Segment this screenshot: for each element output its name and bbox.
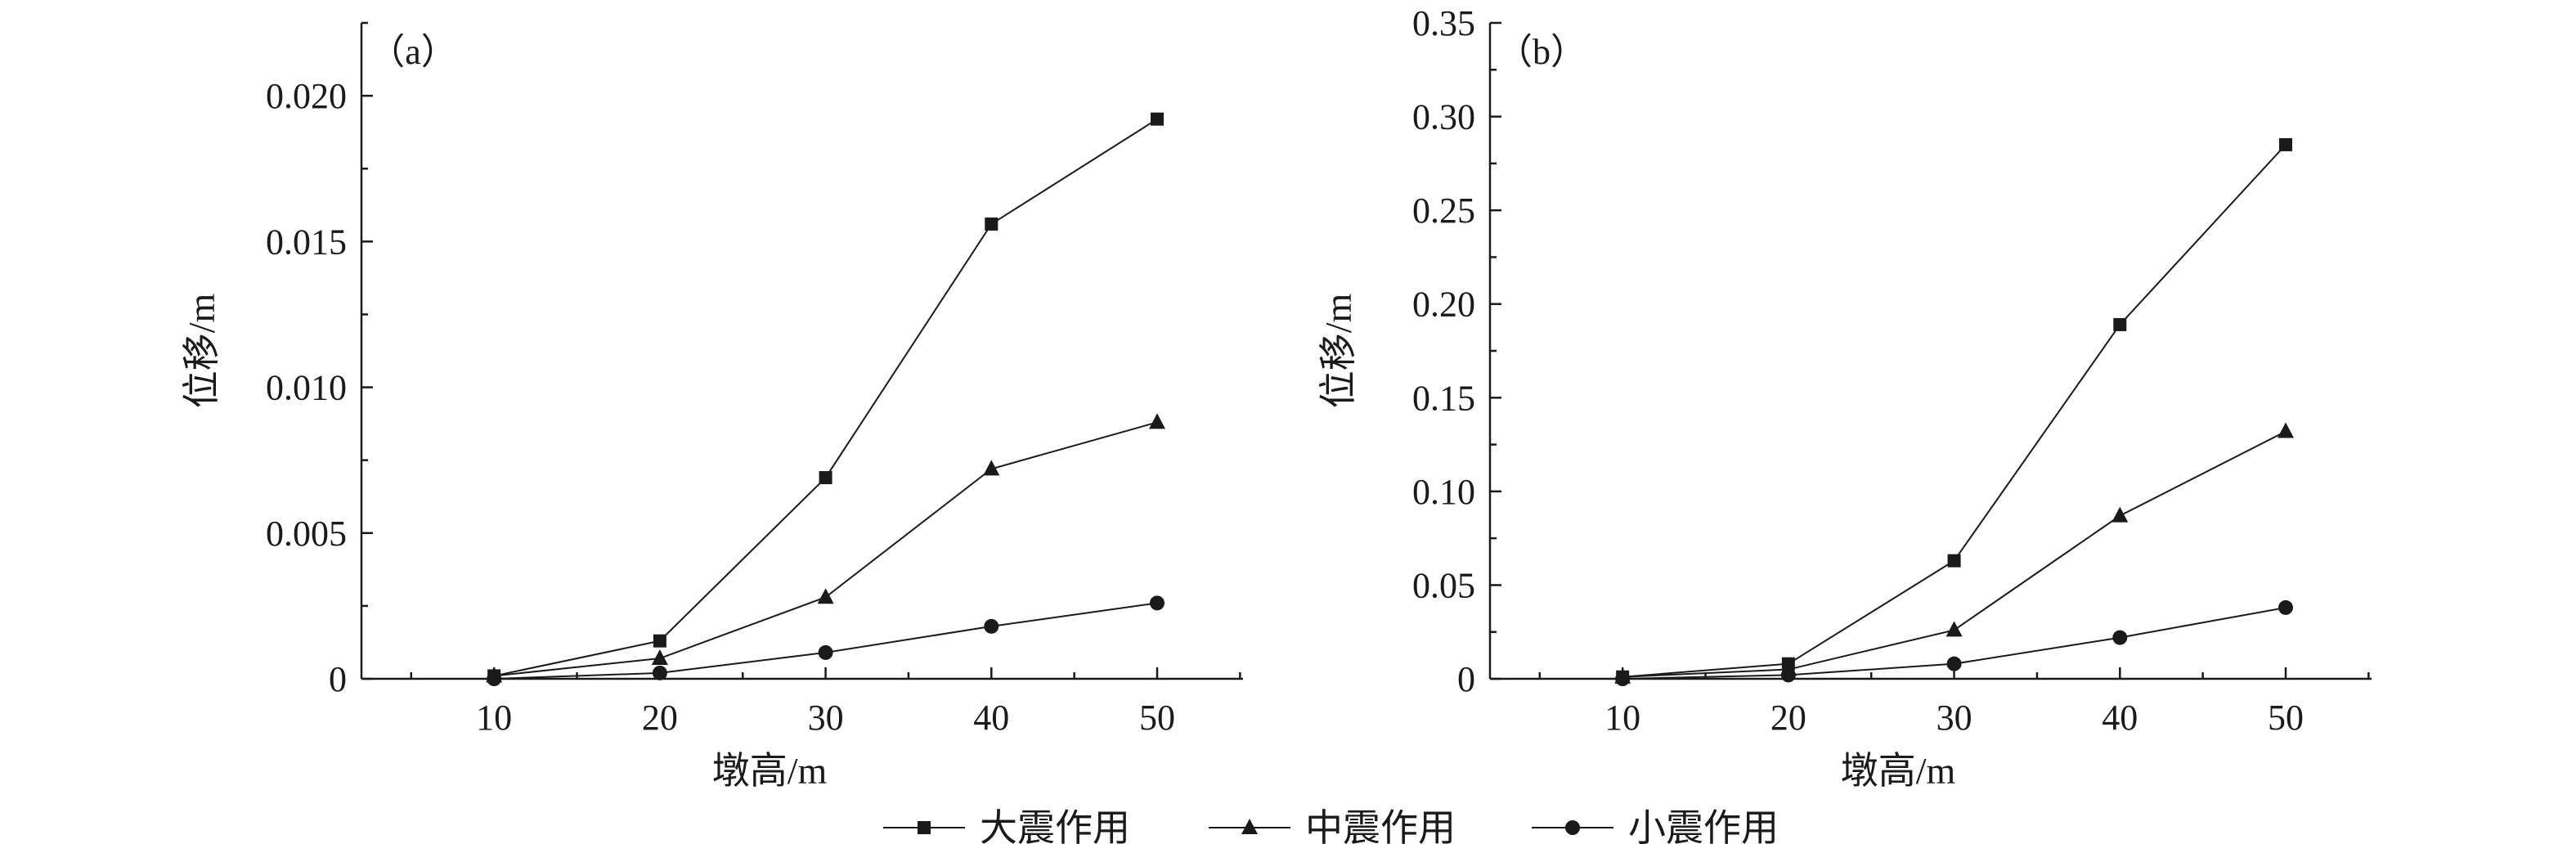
x-tick-label: 50 (1139, 698, 1175, 738)
panel-a: 0 0.005 0.010 0.015 0.020 10 20 30 40 50 墩高/m 位移/m （… (181, 21, 1243, 792)
data-point-square (2113, 317, 2127, 331)
y-tick-label: 0.020 (266, 76, 347, 116)
data-point-circle (818, 644, 833, 660)
data-point-triangle (1945, 621, 1963, 637)
data-point-square (985, 217, 999, 231)
legend-marker-square (918, 821, 931, 834)
data-point-triangle (983, 460, 1000, 476)
legend-marker-triangle (1241, 819, 1258, 834)
y-axis-title: 位移/m (1317, 294, 1359, 409)
y-tick-label: 0.15 (1412, 378, 1475, 418)
data-point-circle (984, 618, 999, 634)
data-point-square (1947, 554, 1961, 568)
series-line-triangle (1622, 430, 2287, 678)
data-point-circle (2278, 599, 2293, 615)
y-tick-label: 0 (1457, 659, 1475, 699)
x-axis-title: 墩高/m (1841, 750, 1956, 792)
data-point-triangle (651, 649, 668, 666)
panel-label: （b） (1497, 32, 1586, 72)
legend-marker-circle (1565, 820, 1580, 835)
data-point-circle (652, 665, 667, 680)
data-point-square (2279, 137, 2292, 151)
data-point-circle (2112, 630, 2128, 645)
y-tick-label: 0.010 (266, 368, 347, 408)
legend-label: 大震作用 (980, 807, 1130, 849)
data-point-triangle (1149, 413, 1165, 429)
data-point-triangle (2112, 506, 2129, 523)
y-tick-label: 0.25 (1412, 191, 1475, 231)
data-point-triangle (817, 588, 834, 604)
x-tick-label: 40 (2102, 698, 2138, 738)
data-point-circle (487, 671, 502, 686)
data-point-circle (1615, 671, 1631, 686)
x-tick-label: 10 (476, 698, 512, 738)
x-tick-label: 30 (1936, 698, 1972, 738)
x-tick-label: 50 (2268, 698, 2304, 738)
x-tick-label: 40 (973, 698, 1009, 738)
data-point-square (653, 634, 666, 648)
series-line-square (1622, 144, 2287, 678)
panel-label: （a） (369, 32, 457, 72)
data-point-circle (1150, 595, 1165, 611)
x-tick-label: 20 (1770, 698, 1806, 738)
x-tick-label: 30 (808, 698, 844, 738)
data-point-circle (1946, 656, 1962, 671)
legend-label: 中震作用 (1305, 807, 1456, 849)
data-point-circle (1780, 667, 1796, 683)
data-point-triangle (2278, 422, 2294, 438)
data-point-square (819, 471, 832, 485)
y-tick-label: 0.30 (1412, 97, 1475, 137)
x-axis-title: 墩高/m (712, 750, 828, 792)
series-line-triangle (494, 421, 1158, 677)
y-tick-label: 0.005 (266, 514, 347, 554)
legend-label: 小震作用 (1628, 807, 1779, 849)
x-tick-label: 20 (642, 698, 678, 738)
x-tick-label: 10 (1604, 698, 1640, 738)
y-axis-title: 位移/m (181, 294, 222, 409)
y-tick-label: 0.10 (1412, 472, 1475, 512)
y-tick-label: 0.35 (1412, 3, 1475, 43)
y-tick-label: 0.015 (266, 222, 347, 262)
y-tick-label: 0 (329, 659, 347, 699)
panel-b: 0 0.05 0.10 0.15 0.20 0.25 0.30 0.35 10 20 30 40 50 墩… (1317, 3, 2372, 792)
data-point-square (1151, 112, 1164, 126)
y-tick-label: 0.05 (1412, 565, 1475, 605)
y-tick-label: 0.20 (1412, 285, 1475, 325)
legend: 大震作用 中震作用 小震作用 (883, 807, 1779, 849)
